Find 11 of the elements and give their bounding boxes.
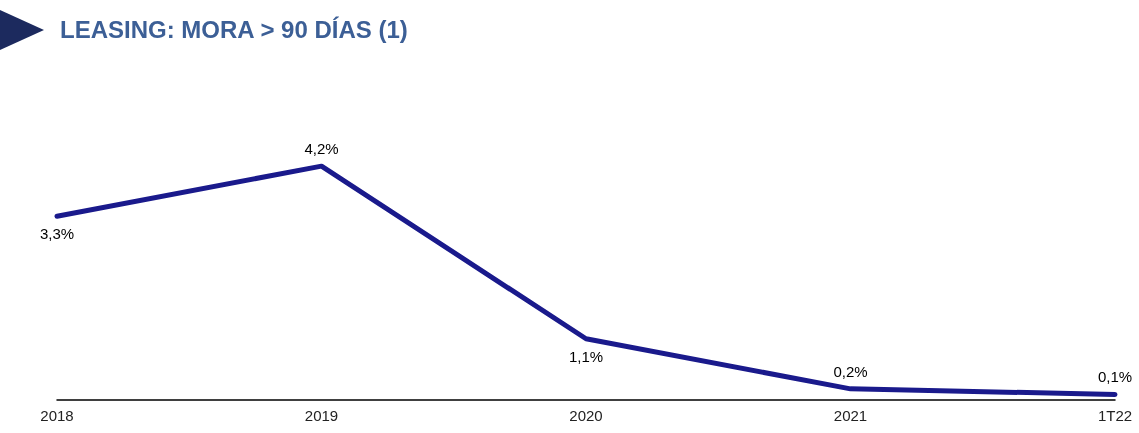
x-tick-label: 2019: [304, 407, 339, 424]
x-tick-label: 2021: [833, 407, 868, 424]
data-label: 3,3%: [39, 225, 75, 243]
x-tick-label: 1T22: [1097, 407, 1133, 424]
chart-title: LEASING: MORA > 90 DÍAS (1): [60, 16, 408, 44]
data-label: 0,1%: [1097, 368, 1133, 386]
data-label: 0,2%: [833, 362, 868, 380]
data-label: 1,1%: [568, 347, 604, 365]
data-label: 4,2%: [304, 140, 339, 158]
x-tick-label: 2020: [569, 407, 603, 424]
x-tick-label: 2018: [40, 407, 74, 424]
